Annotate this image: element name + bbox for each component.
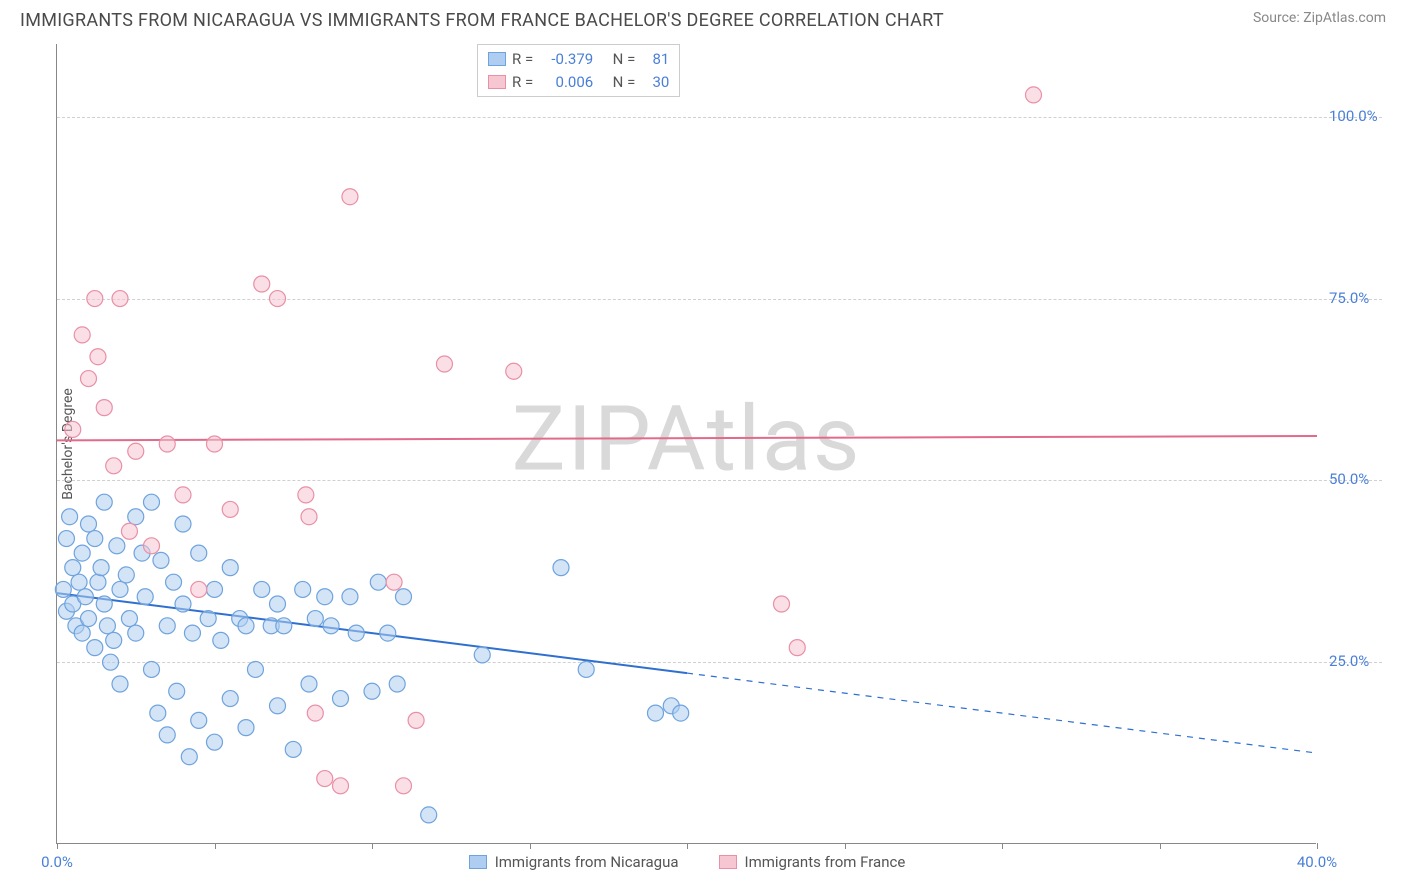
legend-item: Immigrants from Nicaragua [469,853,679,871]
stats-legend-row: R = -0.379 N = 81 [488,48,669,71]
source-attribution: Source: ZipAtlas.com [1253,10,1386,26]
legend-swatch [719,855,737,869]
chart-title: IMMIGRANTS FROM NICARAGUA VS IMMIGRANTS … [20,10,944,31]
legend-swatch [469,855,487,869]
plot-area: ZIPAtlas 25.0%50.0%75.0%100.0% R = -0.37… [56,44,1316,844]
legend-swatch [488,52,506,66]
stats-legend-row: R = 0.006 N = 30 [488,71,669,94]
stats-legend: R = -0.379 N = 81R = 0.006 N = 30 [477,44,680,97]
series-legend: Immigrants from Nicaragua Immigrants from… [57,853,1317,871]
legend-swatch [488,75,506,89]
chart-container: Bachelor's Degree ZIPAtlas 25.0%50.0%75.… [56,44,1386,844]
legend-item: Immigrants from France [719,853,906,871]
scatter-points [57,44,1317,844]
